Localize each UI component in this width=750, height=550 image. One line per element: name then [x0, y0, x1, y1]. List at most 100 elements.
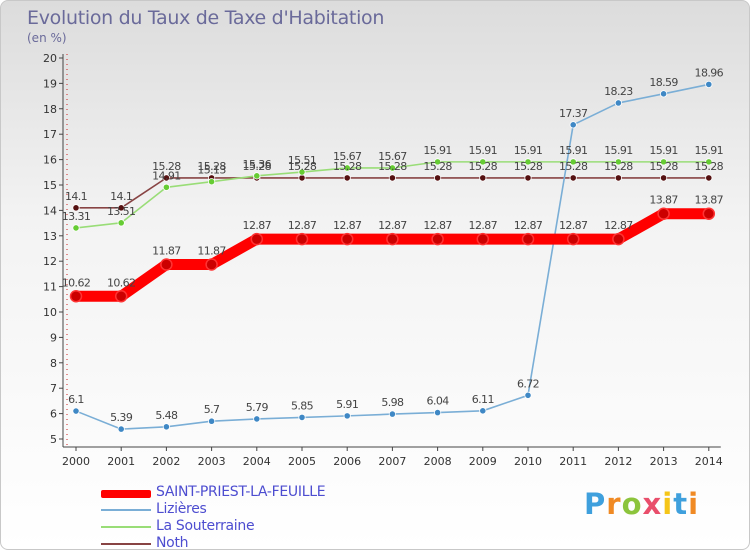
data-point-lizi-res [433, 408, 442, 417]
y-tick-label: 14 [43, 204, 57, 217]
data-label-noth: 15.28 [469, 160, 498, 173]
logo-letter: P [584, 487, 607, 521]
y-tick-label: 20 [43, 52, 57, 65]
data-point-saint-priest-la-feuille [295, 232, 309, 246]
y-tick-label: 10 [43, 306, 57, 319]
data-label-la-souterraine: 15.91 [649, 144, 678, 157]
data-point-la-souterraine [72, 224, 80, 232]
data-label-lizi-res: 5.79 [246, 401, 269, 414]
data-point-lizi-res [253, 415, 261, 423]
data-point-lizi-res [614, 99, 623, 107]
data-point-la-souterraine [343, 164, 351, 172]
data-label-noth: 14.1 [110, 190, 132, 203]
data-label-noth: 15.28 [378, 160, 407, 173]
data-label-lizi-res: 18.59 [649, 76, 678, 89]
data-label-noth: 15.28 [514, 160, 543, 173]
data-point-saint-priest-la-feuille [386, 232, 399, 246]
data-point-lizi-res [479, 407, 487, 415]
data-label-la-souterraine: 15.51 [288, 154, 317, 167]
data-label-saint-priest-la-feuille: 13.87 [649, 194, 678, 207]
legend-label: Lizières [156, 501, 207, 517]
x-tick-label: 2010 [514, 455, 542, 468]
data-label-noth: 15.28 [423, 160, 452, 173]
data-label-lizi-res: 5.85 [291, 399, 314, 412]
y-tick-label: 16 [43, 154, 57, 167]
legend-swatch [101, 490, 151, 498]
data-label-noth: 15.28 [243, 160, 272, 173]
data-label-la-souterraine: 15.91 [469, 144, 498, 157]
data-point-saint-priest-la-feuille [160, 258, 173, 271]
data-point-saint-priest-la-feuille [114, 290, 128, 303]
data-point-lizi-res [569, 121, 577, 129]
data-label-saint-priest-la-feuille: 10.62 [62, 276, 91, 289]
data-label-saint-priest-la-feuille: 12.87 [423, 219, 452, 232]
data-label-saint-priest-la-feuille: 12.87 [243, 219, 272, 232]
data-label-saint-priest-la-feuille: 12.87 [469, 219, 498, 232]
data-point-noth [72, 204, 80, 212]
x-tick-label: 2002 [152, 455, 180, 468]
x-tick-label: 2000 [62, 455, 90, 468]
data-label-lizi-res: 6.1 [68, 393, 84, 406]
data-point-noth [162, 174, 170, 182]
data-point-saint-priest-la-feuille [612, 232, 625, 246]
data-point-lizi-res [388, 410, 396, 418]
data-point-la-souterraine [298, 168, 306, 176]
data-point-noth [659, 174, 668, 182]
data-point-la-souterraine [705, 158, 713, 166]
data-label-noth: 15.28 [288, 160, 317, 173]
y-tick-label: 7 [50, 382, 57, 395]
data-point-lizi-res [117, 425, 125, 433]
data-point-noth [298, 174, 306, 182]
data-point-noth [614, 174, 623, 182]
data-point-noth [343, 174, 351, 182]
data-label-la-souterraine: 15.91 [604, 144, 633, 157]
data-labels-layer: 10.62 10.62 11.87 11.87 12.87 12.87 12.87 12.87… [62, 66, 724, 424]
data-label-la-souterraine: 15.67 [333, 150, 362, 163]
data-point-saint-priest-la-feuille [431, 232, 444, 246]
data-point-lizi-res [524, 391, 532, 399]
data-point-lizi-res [659, 90, 668, 98]
data-point-la-souterraine [479, 158, 487, 166]
x-tick-label: 2001 [107, 455, 135, 468]
data-point-la-souterraine [253, 172, 261, 180]
data-label-la-souterraine: 13.51 [107, 205, 136, 218]
data-label-la-souterraine: 15.91 [423, 144, 452, 157]
data-point-saint-priest-la-feuille [69, 290, 83, 303]
data-point-saint-priest-la-feuille [657, 207, 670, 220]
data-label-lizi-res: 6.04 [427, 395, 450, 408]
data-point-lizi-res [162, 423, 170, 431]
series-line-noth [75, 177, 710, 209]
data-label-la-souterraine: 15.67 [378, 150, 407, 163]
chart-title: Evolution du Taux de Taxe d'Habitation [27, 7, 385, 29]
y-tick-label: 8 [50, 357, 57, 370]
data-label-lizi-res: 18.96 [695, 66, 724, 79]
data-label-saint-priest-la-feuille: 13.87 [695, 194, 724, 207]
data-point-la-souterraine [569, 158, 577, 166]
proxiti-logo: Proxiti [584, 487, 699, 521]
data-label-noth: 15.28 [649, 160, 678, 173]
data-point-la-souterraine [524, 158, 532, 166]
data-point-saint-priest-la-feuille [476, 232, 490, 246]
legend-label: SAINT-PRIEST-LA-FEUILLE [156, 484, 326, 500]
data-point-lizi-res [72, 407, 80, 415]
axes: 5 6 7 8 9 10 11 12 13 14 15 16 17 18 19 20 2000 2001 2002 2… [43, 52, 723, 468]
logo-letter: x [642, 487, 663, 521]
data-label-lizi-res: 17.37 [559, 107, 588, 120]
legend-label: Noth [156, 535, 189, 550]
x-tick-label: 2007 [378, 455, 406, 468]
x-tick-label: 2006 [333, 455, 361, 468]
data-point-saint-priest-la-feuille [702, 207, 716, 220]
data-point-noth [524, 174, 532, 182]
data-label-noth: 15.28 [695, 160, 724, 173]
data-point-la-souterraine [659, 158, 668, 166]
logo-letter: i [688, 487, 700, 521]
data-label-noth: 15.28 [559, 160, 588, 173]
data-point-noth [388, 174, 396, 182]
data-point-la-souterraine [433, 158, 442, 166]
data-label-noth: 15.28 [197, 160, 226, 173]
x-tick-label: 2004 [243, 455, 271, 468]
chart-subtitle: (en %) [27, 31, 67, 45]
data-label-lizi-res: 5.39 [110, 411, 133, 424]
y-tick-label: 6 [50, 408, 57, 421]
